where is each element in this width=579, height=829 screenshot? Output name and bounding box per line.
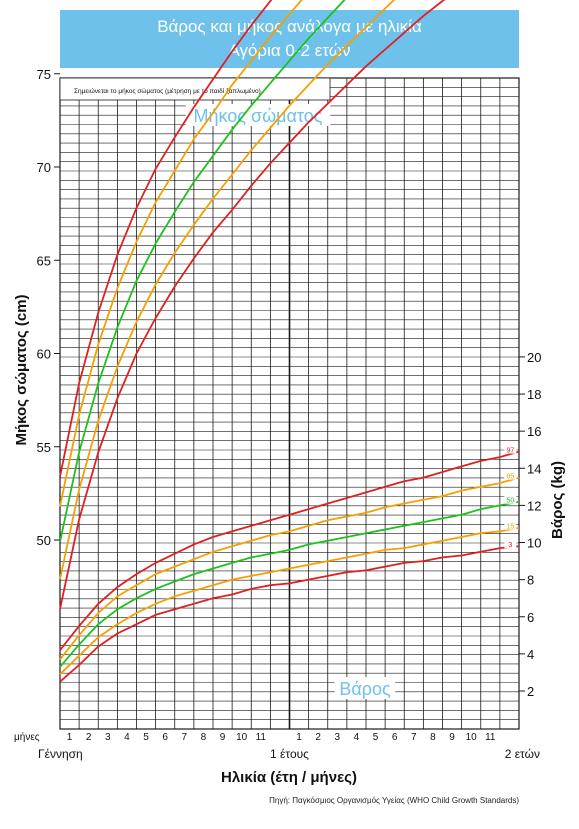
weight-curve-p3 [59, 545, 520, 683]
age-label: 1 έτους [270, 747, 309, 761]
month-tick-label: 11 [485, 732, 496, 743]
weight-tick-label: 20 [527, 350, 541, 365]
length-tick-label: 60 [37, 347, 51, 362]
month-tick-label: 11 [256, 732, 267, 743]
month-tick-label: 6 [162, 732, 168, 743]
weight-series-label-p3: 3 [508, 542, 512, 549]
weight-section-label: Βάρος [339, 679, 391, 699]
month-tick-label: 9 [449, 732, 455, 743]
weight-tick-label: 8 [527, 573, 534, 588]
weight-series-label-p97: 97 [506, 448, 514, 455]
month-tick-label: 5 [143, 732, 149, 743]
weight-section-label-bg [334, 677, 396, 699]
note-text: Σημειώνεται το μήκος σώματος (μέτρηση με… [74, 87, 263, 95]
age-label: 2 ετών [505, 747, 540, 761]
title-banner: Βάρος και μήκος ανάλογα με ηλικία Αγόρια… [60, 10, 519, 68]
weight-tick-label: 2 [527, 684, 534, 699]
weight-curve-p97 [59, 450, 520, 651]
source-note: Πηγή: Παγκόσμιος Οργανισμός Υγείας (WHO … [269, 796, 519, 805]
weight-curve-p15 [59, 526, 520, 675]
weight-tick-label: 4 [527, 647, 534, 662]
weight-curve-p85 [59, 476, 520, 660]
weight-series-label-p85: 85 [506, 474, 514, 481]
month-tick-label: 6 [392, 732, 398, 743]
length-tick-label: 50 [37, 533, 51, 548]
month-tick-label: 8 [430, 732, 436, 743]
weight-curve-p50 [59, 500, 520, 668]
month-tick-label: 7 [411, 732, 417, 743]
month-tick-label: 1 [296, 732, 302, 743]
month-tick-label: 2 [315, 732, 321, 743]
weight-tick-label: 18 [527, 387, 541, 402]
length-curve-p3 [59, 0, 446, 610]
month-tick-label: 9 [220, 732, 226, 743]
month-tick-label: 10 [466, 732, 478, 743]
length-axis-title: Μήκος σώματος (cm) [13, 294, 30, 445]
month-tick-label: 2 [86, 732, 92, 743]
months-prefix: μήνες [14, 731, 40, 743]
month-tick-label: 4 [354, 732, 360, 743]
length-curve-p97 [59, 0, 273, 477]
title-line2: Αγόρια 0-2 ετών [228, 41, 351, 60]
weight-tick-label: 14 [527, 461, 541, 476]
weight-series-label-p15: 15 [506, 524, 514, 531]
length-tick-label: 65 [37, 253, 51, 268]
length-tick-label: 55 [37, 440, 51, 455]
length-curve-p50 [59, 0, 346, 543]
length-section-label-bg [185, 104, 331, 126]
month-tick-label: 3 [105, 732, 111, 743]
age-label: Γέννηση [38, 747, 83, 761]
month-tick-label: 10 [236, 732, 248, 743]
weight-tick-label: 10 [527, 536, 541, 551]
month-tick-label: 5 [373, 732, 379, 743]
weight-series-label-p50: 50 [506, 498, 514, 505]
length-curve-p15 [59, 0, 396, 580]
title-line1: Βάρος και μήκος ανάλογα με ηλικία [157, 17, 422, 36]
x-axis-title: Ηλικία (έτη / μήνες) [221, 769, 357, 786]
month-tick-label: 3 [335, 732, 341, 743]
length-curve-p85 [59, 0, 303, 507]
month-tick-label: 8 [201, 732, 207, 743]
weight-label-bg-p15 [504, 521, 517, 530]
month-tick-label: 7 [182, 732, 188, 743]
weight-label-bg-p50 [504, 495, 517, 504]
weight-label-bg-p3 [504, 540, 517, 549]
weight-tick-label: 12 [527, 498, 541, 513]
weight-label-bg-p97 [504, 445, 517, 454]
note-box [59, 77, 331, 101]
length-tick-label: 75 [37, 67, 51, 82]
weight-label-bg-p85 [504, 471, 517, 480]
weight-tick-label: 6 [527, 610, 534, 625]
month-tick-label: 4 [124, 732, 130, 743]
weight-axis-title: Βάρος (kg) [549, 461, 566, 539]
length-tick-label: 70 [37, 160, 51, 175]
month-tick-label: 1 [67, 732, 73, 743]
length-section-label: Μήκος σώματος [194, 106, 323, 126]
weight-tick-label: 16 [527, 424, 541, 439]
